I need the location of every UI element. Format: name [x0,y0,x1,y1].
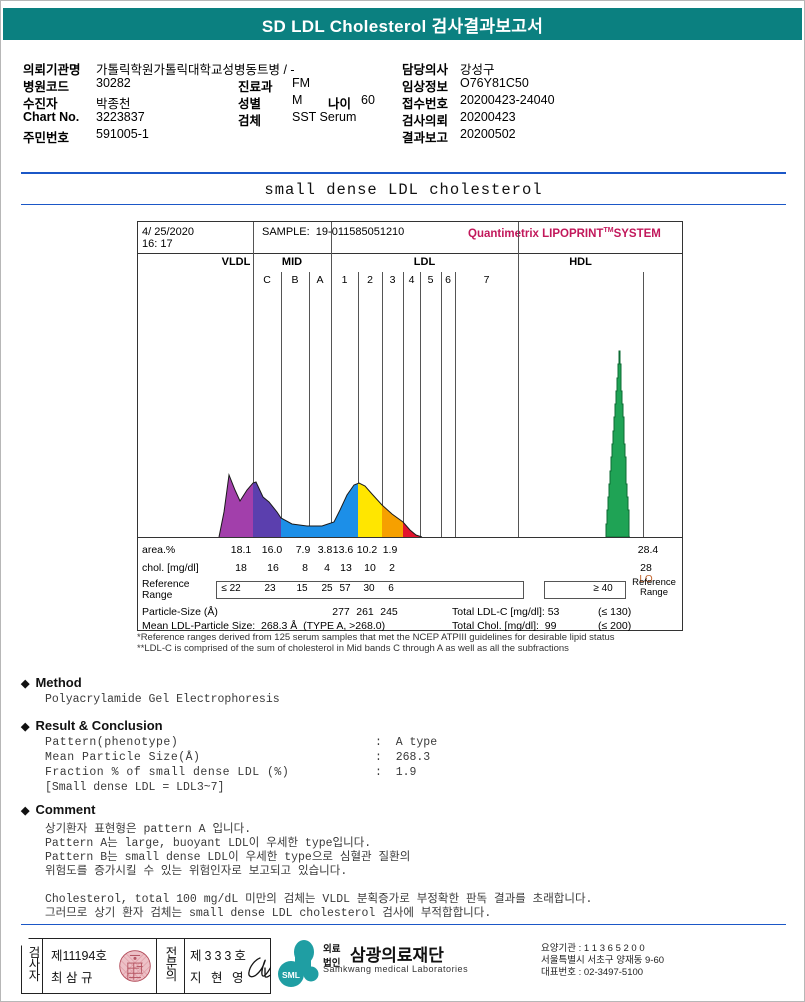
svg-text:SML: SML [282,970,300,980]
